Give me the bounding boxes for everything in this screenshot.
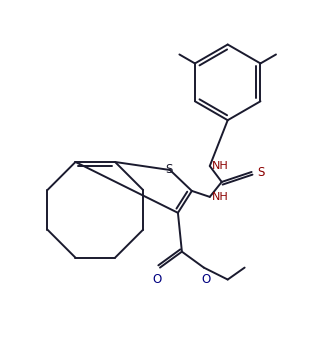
Text: O: O bbox=[201, 272, 210, 286]
Text: O: O bbox=[152, 272, 162, 286]
Text: S: S bbox=[258, 167, 265, 179]
Text: NH: NH bbox=[212, 192, 229, 202]
Text: NH: NH bbox=[212, 161, 229, 171]
Text: S: S bbox=[165, 164, 173, 176]
